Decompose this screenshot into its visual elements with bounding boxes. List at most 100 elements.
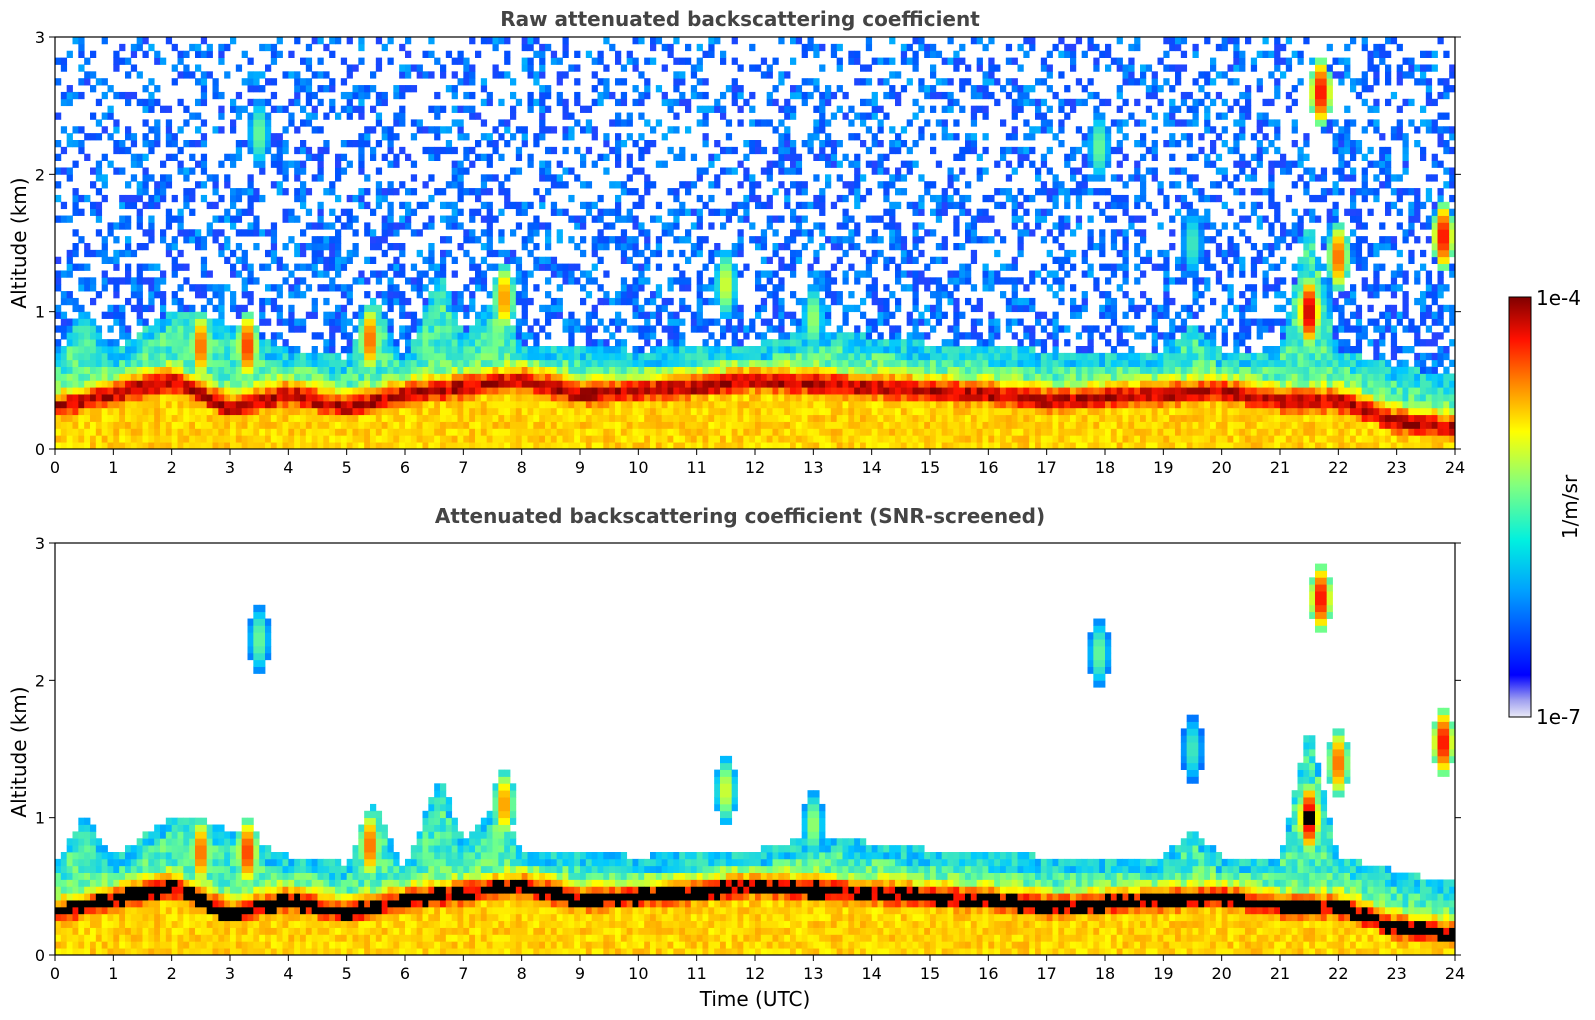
- heatmap-cell: [568, 325, 575, 333]
- heatmap-cell: [60, 318, 68, 326]
- heatmap-cell: [778, 277, 785, 285]
- heatmap-cell: [889, 352, 896, 361]
- heatmap-cell: [696, 380, 703, 388]
- heatmap-cell: [434, 297, 441, 306]
- heatmap-cell: [189, 407, 196, 416]
- heatmap-cell: [766, 387, 773, 395]
- heatmap-cell: [877, 153, 884, 161]
- heatmap-cell: [265, 407, 272, 416]
- heatmap-cell: [469, 112, 476, 120]
- heatmap-cell: [714, 400, 721, 409]
- heatmap-cell: [690, 181, 698, 189]
- heatmap-cell: [428, 352, 435, 361]
- heatmap-cell: [259, 263, 266, 271]
- heatmap-cell: [445, 181, 453, 189]
- heatmap-cell: [247, 98, 254, 107]
- heatmap-cell: [515, 318, 523, 326]
- heatmap-cell: [469, 291, 476, 299]
- heatmap-cell: [66, 215, 73, 223]
- heatmap-cell: [813, 119, 820, 127]
- heatmap-cell: [731, 428, 738, 436]
- heatmap-cell: [661, 435, 668, 443]
- heatmap-cell: [725, 133, 733, 141]
- heatmap-cell: [282, 400, 289, 409]
- heatmap-cell: [428, 105, 435, 113]
- heatmap-cell: [615, 215, 622, 223]
- heatmap-cell: [206, 71, 213, 79]
- heatmap-cell: [556, 98, 563, 107]
- heatmap-cell: [492, 284, 499, 292]
- heatmap-cell: [405, 208, 412, 216]
- heatmap-cell: [119, 43, 126, 52]
- heatmap-cell: [842, 270, 849, 278]
- heatmap-cell: [154, 291, 161, 299]
- heatmap-cell: [673, 85, 680, 93]
- heatmap-cell: [136, 435, 143, 443]
- heatmap-cell: [807, 43, 814, 52]
- heatmap-cell: [265, 146, 272, 155]
- heatmap-cell: [119, 332, 126, 340]
- heatmap-cell: [597, 208, 604, 216]
- heatmap-cell: [305, 366, 313, 374]
- heatmap-cell: [340, 91, 348, 100]
- heatmap-cell: [515, 270, 523, 278]
- heatmap-cell: [848, 394, 855, 402]
- heatmap-cell: [725, 428, 733, 436]
- heatmap-cell: [136, 332, 143, 340]
- heatmap-cell: [749, 181, 756, 189]
- heatmap-cell: [72, 126, 79, 134]
- heatmap-cell: [416, 71, 423, 79]
- heatmap-cell: [883, 387, 890, 395]
- heatmap-cell: [340, 346, 348, 354]
- heatmap-cell: [784, 311, 791, 319]
- heatmap-cell: [183, 407, 190, 416]
- heatmap-cell: [766, 270, 773, 278]
- heatmap-cell: [550, 174, 558, 182]
- heatmap-cell: [778, 332, 785, 340]
- heatmap-cell: [784, 435, 791, 443]
- heatmap-cell: [445, 366, 453, 374]
- heatmap-cell: [813, 380, 820, 388]
- heatmap-cell: [469, 400, 476, 409]
- heatmap-cell: [591, 325, 598, 333]
- heatmap-cell: [463, 366, 470, 374]
- heatmap-cell: [527, 414, 534, 422]
- heatmap-cell: [224, 43, 231, 52]
- heatmap-cell: [270, 229, 278, 237]
- heatmap-cell: [305, 359, 313, 367]
- heatmap-cell: [650, 291, 657, 299]
- heatmap-cell: [177, 57, 184, 65]
- heatmap-cell: [113, 284, 120, 292]
- heatmap-cell: [107, 229, 114, 237]
- heatmap-cell: [136, 352, 143, 361]
- heatmap-cell: [807, 359, 814, 367]
- heatmap-cell: [854, 270, 861, 278]
- heatmap-cell: [650, 352, 657, 361]
- heatmap-cell: [515, 277, 523, 285]
- heatmap-cell: [819, 366, 826, 374]
- heatmap-cell: [819, 146, 826, 155]
- heatmap-cell: [545, 160, 552, 168]
- heatmap-cell: [381, 332, 388, 340]
- heatmap-cell: [148, 414, 155, 422]
- heatmap-cell: [597, 50, 604, 58]
- heatmap-cell: [644, 140, 651, 148]
- heatmap-cell: [405, 400, 412, 409]
- heatmap-cell: [171, 64, 178, 72]
- heatmap-cell: [160, 229, 167, 237]
- heatmap-cell: [813, 174, 820, 182]
- heatmap-cell: [160, 373, 167, 381]
- heatmap-cell: [638, 229, 645, 237]
- heatmap-cell: [498, 380, 505, 388]
- heatmap-cell: [177, 318, 184, 326]
- heatmap-cell: [889, 373, 896, 381]
- heatmap-cell: [795, 359, 803, 367]
- heatmap-cell: [842, 236, 849, 244]
- heatmap-cell: [451, 387, 458, 395]
- heatmap-cell: [801, 50, 808, 58]
- heatmap-cell: [428, 435, 435, 443]
- heatmap-cell: [655, 366, 663, 374]
- heatmap-cell: [685, 407, 692, 416]
- heatmap-cell: [766, 167, 773, 175]
- heatmap-cell: [609, 91, 616, 100]
